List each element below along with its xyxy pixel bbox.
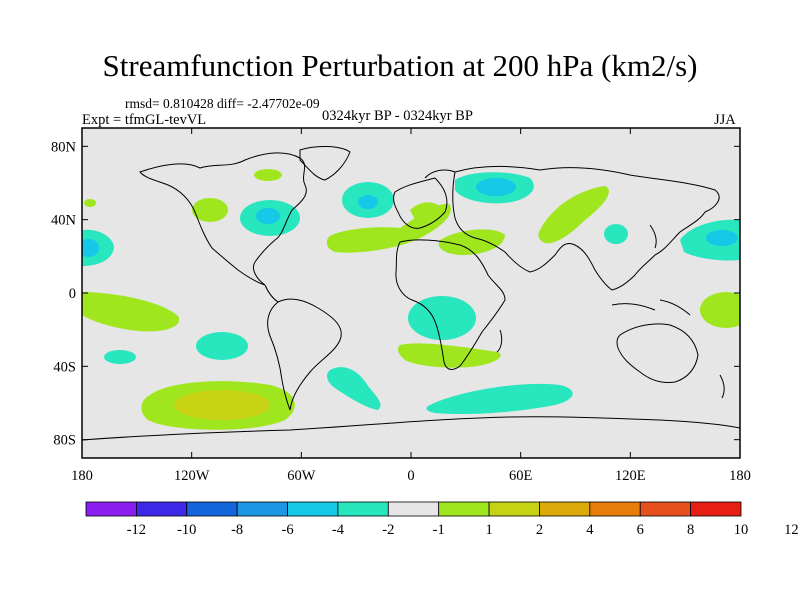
colorbar-swatch (589, 501, 641, 517)
x-tick-label: 60W (287, 468, 316, 484)
anomaly-neg-siberia-core (476, 178, 516, 196)
anomaly-neg-south-pacific-small (104, 350, 136, 364)
anomaly-pos-south-africa (397, 343, 501, 368)
colorbar-swatch (639, 501, 692, 517)
colorbar-swatch (539, 501, 591, 517)
colorbar-label: 1 (485, 522, 492, 538)
coast-africa (395, 239, 506, 370)
map-axes: 180 120W 60W 0 60E 120E 180 80N 40N 0 40S 80S (51, 128, 751, 484)
coast-greenland (299, 146, 351, 181)
y-tick-label: 80S (53, 433, 76, 449)
period-label: 0324kyr BP - 0324kyr BP (322, 108, 473, 124)
colorbar-swatch (236, 501, 288, 517)
coast-south-america (267, 298, 342, 411)
anomaly-pos-south-pacific-core (174, 390, 270, 420)
y-tick-label: 80N (51, 139, 77, 155)
colorbar: -12 -10 -8 -6 -4 -2 -1 1 2 4 6 8 10 12 (85, 501, 799, 538)
anomaly-pos-central-asia (538, 186, 609, 244)
anomaly-neg-south-america (196, 332, 248, 360)
anomaly-pos-east-pacific (82, 292, 180, 332)
anomaly-neg-east-pacific-core (82, 239, 99, 257)
colorbar-swatch (287, 501, 339, 517)
colorbar-label: -10 (177, 522, 196, 538)
colorbar-label: -4 (332, 522, 345, 538)
experiment-label: Expt = tfmGL-tevVL (82, 112, 207, 128)
colorbar-label: 8 (687, 522, 694, 538)
anomaly-pos-mediterranean (438, 229, 505, 256)
anomaly-neg-east-asia (604, 224, 628, 244)
coast-antarctica (82, 416, 740, 441)
coast-central-america (264, 284, 279, 303)
coast-europe (393, 177, 448, 229)
coast-scandinavia (424, 169, 456, 179)
colorbar-swatch (337, 501, 389, 517)
coast-indonesia (611, 299, 691, 316)
stats-label: rmsd= 0.810428 diff= -2.47702e-09 (125, 96, 320, 111)
coast-madagascar (496, 329, 503, 353)
colorbar-swatch (186, 501, 238, 517)
anomaly-pos-europe (410, 202, 445, 224)
anomaly-neg-southern-ocean (426, 383, 573, 415)
anomaly-pos-west-atlantic (84, 199, 96, 207)
y-tick-label: 40N (51, 213, 77, 229)
colorbar-label: -1 (433, 522, 445, 538)
colorbar-label: -8 (231, 522, 243, 538)
anomaly-pos-arctic-canada (254, 169, 282, 181)
anomaly-neg-west-pacific-core (706, 230, 738, 246)
colorbar-label: 10 (734, 522, 749, 538)
colorbar-swatch (387, 501, 440, 517)
anomaly-pos-north-pacific-small (192, 198, 228, 222)
coast-asia (452, 166, 720, 291)
anomaly-neg-north-america-core (256, 208, 280, 224)
x-tick-label: 180 (729, 468, 751, 484)
colorbar-label: -6 (281, 522, 293, 538)
chart-title: Streamfunction Perturbation at 200 hPa (… (102, 48, 698, 83)
anomaly-pos-nw-pacific (700, 292, 740, 328)
x-tick-label: 0 (407, 468, 414, 484)
colorbar-label: -12 (127, 522, 146, 538)
anomaly-neg-north-atlantic-core (358, 195, 378, 209)
coast-new-zealand (719, 374, 725, 399)
colorbar-swatch (488, 501, 540, 517)
colorbar-swatch (438, 501, 490, 517)
x-tick-label: 120W (174, 468, 210, 484)
x-tick-label: 60E (509, 468, 533, 484)
coast-north-america (139, 152, 307, 286)
colorbar-swatch (135, 501, 188, 517)
colorbar-swatch (690, 501, 742, 517)
x-tick-label: 180 (71, 468, 93, 484)
contour-fills (82, 169, 740, 430)
anomaly-neg-south-atlantic (327, 367, 381, 410)
colorbar-label: -2 (382, 522, 394, 538)
y-tick-label: 0 (69, 286, 76, 302)
season-label: JJA (714, 112, 736, 128)
x-tick-label: 120E (615, 468, 646, 484)
coast-japan (649, 224, 657, 249)
colorbar-label: 2 (536, 522, 543, 538)
y-tick-label: 40S (53, 359, 76, 375)
coastlines (82, 146, 740, 441)
colorbar-label: 6 (637, 522, 644, 538)
colorbar-swatch (85, 501, 137, 517)
colorbar-label: 12 (784, 522, 799, 538)
coast-australia (616, 323, 699, 383)
colorbar-label: 4 (586, 522, 594, 538)
